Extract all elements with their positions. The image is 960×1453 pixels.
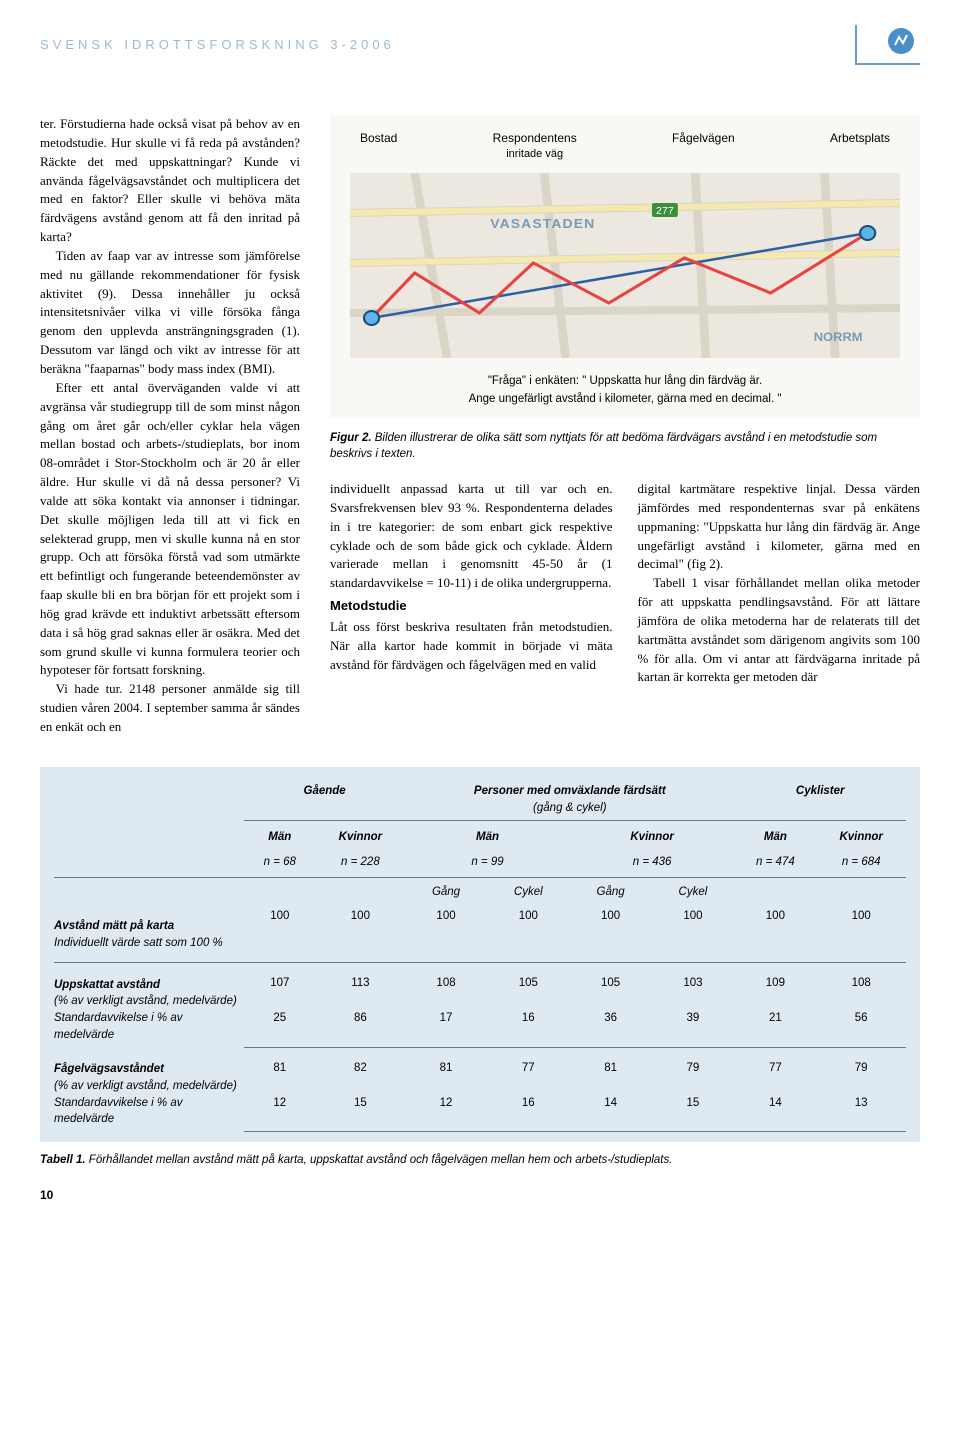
svg-text:NORRM: NORRM: [814, 331, 863, 344]
figure-2: Bostad Respondentens inritade väg Fågelv…: [330, 115, 920, 418]
svg-text:VASASTADEN: VASASTADEN: [490, 217, 595, 231]
table-mode-row: Gång Cykel Gång Cykel: [54, 877, 906, 904]
label-arbetsplats: Arbetsplats: [830, 130, 890, 163]
journal-logo: [855, 25, 920, 65]
figure-labels: Bostad Respondentens inritade väg Fågelv…: [350, 130, 900, 163]
table-1: Gående Personer med omväxlande färdsätt …: [40, 767, 920, 1143]
para-3: Efter ett antal överväganden valde vi at…: [40, 379, 300, 681]
row-avstand-karta: Avstånd mätt på karta Individuellt värde…: [54, 904, 906, 962]
figure-caption: Figur 2. Bilden illustrerar de olika sät…: [330, 430, 920, 462]
label-respondent: Respondentens inritade väg: [493, 130, 577, 163]
subhead-metodstudie: Metodstudie: [330, 597, 613, 616]
journal-title: SVENSK IDROTTSFORSKNING 3-2006: [40, 36, 395, 55]
table-group-header: Gående Personer med omväxlande färdsätt …: [54, 779, 906, 821]
body-columns: individuellt anpassad karta ut till var …: [330, 480, 920, 687]
svg-text:277: 277: [656, 207, 674, 218]
table-gender-row: Män Kvinnor Män Kvinnor Män Kvinnor: [54, 821, 906, 850]
body-col-1: individuellt anpassad karta ut till var …: [330, 480, 613, 687]
table-caption: Tabell 1. Förhållandet mellan avstånd mä…: [40, 1152, 920, 1169]
body-col-2: digital kartmätare respektive linjal. De…: [638, 480, 921, 687]
page-number: 10: [40, 1187, 920, 1204]
label-bostad: Bostad: [360, 130, 397, 163]
para-4: Vi hade tur. 2148 personer anmälde sig t…: [40, 680, 300, 737]
left-column-text: ter. Förstudierna hade också visat på be…: [40, 115, 300, 737]
row-fagelvag-a: Fågelvägsavståndet (% av verkligt avstån…: [54, 1047, 906, 1091]
label-fagelvagen: Fågelvägen: [672, 130, 735, 163]
row-uppskattat-a: Uppskattat avstånd (% av verkligt avstån…: [54, 962, 906, 1006]
map-illustration: VASASTADEN NORRM 277: [350, 173, 900, 358]
page-header: SVENSK IDROTTSFORSKNING 3-2006: [40, 20, 920, 65]
para-2: Tiden av faap var av intresse som jämför…: [40, 247, 300, 379]
figure-question: "Fråga" i enkäten: " Uppskatta hur lång …: [350, 373, 900, 408]
para-1: ter. Förstudierna hade också visat på be…: [40, 115, 300, 247]
table-n-row: n = 68 n = 228 n = 99 n = 436 n = 474 n …: [54, 850, 906, 877]
